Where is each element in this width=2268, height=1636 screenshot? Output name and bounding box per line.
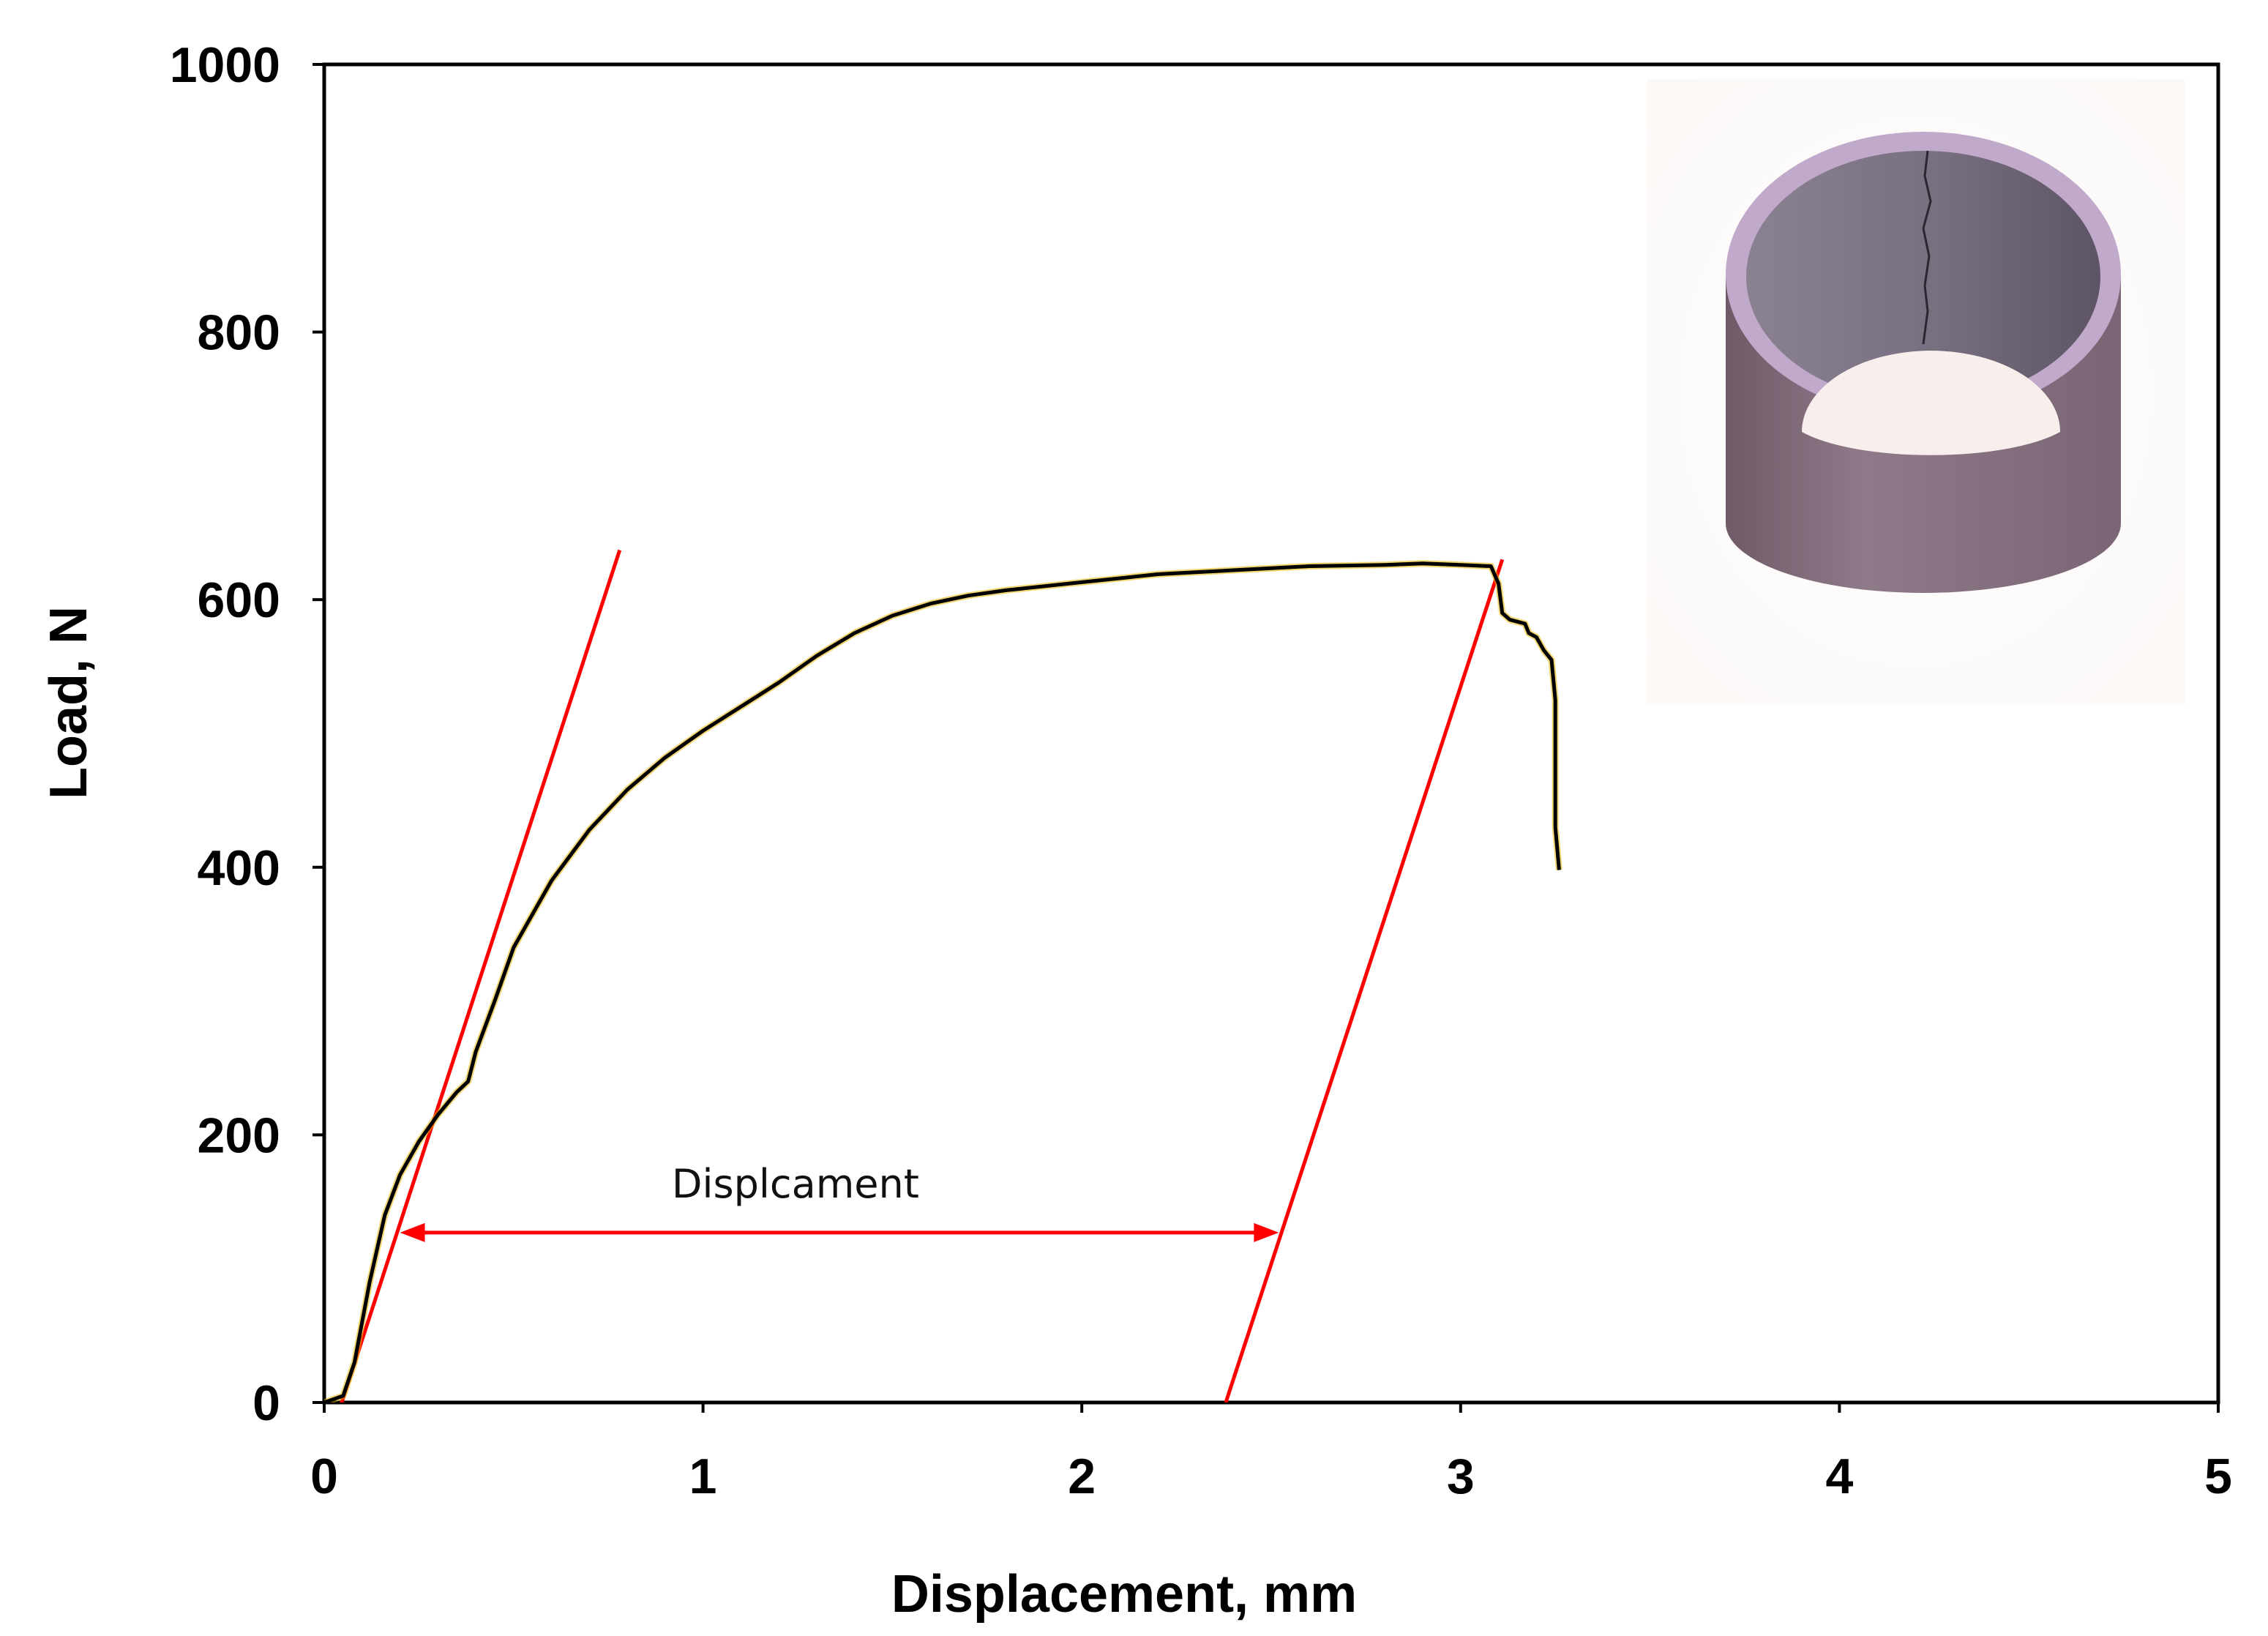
annotation-arrowhead-left <box>400 1222 425 1242</box>
load-displacement-curve <box>324 561 1561 1402</box>
reference-line-1 <box>340 549 622 1402</box>
y-tick-label: 0 <box>252 1375 280 1431</box>
x-tick-label: 0 <box>310 1449 338 1504</box>
y-axis-ticks <box>312 63 324 1404</box>
crack-line <box>1922 150 1932 345</box>
reference-lines <box>340 549 1505 1402</box>
x-axis-title: Displacement, mm <box>891 1565 1357 1624</box>
series-accent-line <box>324 560 1562 1402</box>
x-axis-ticks <box>323 1402 2220 1413</box>
y-tick-label: 200 <box>198 1108 280 1163</box>
plot-area-frame <box>322 62 2220 1405</box>
x-tick-label: 1 <box>689 1449 717 1504</box>
x-tick-label: 2 <box>1068 1449 1096 1504</box>
y-tick-label: 400 <box>198 840 280 896</box>
tube-inner-wall <box>1746 151 2100 403</box>
y-axis-title: Load, N <box>40 606 98 799</box>
annotation-label: Displcament <box>672 1161 919 1207</box>
y-tick-label: 1000 <box>170 37 280 93</box>
displacement-annotation: Displcament <box>400 1161 1279 1242</box>
tube-bottom-opening <box>1802 351 2060 455</box>
reference-line-2 <box>1224 559 1505 1402</box>
x-axis: 0 1 2 3 4 5 Displacement, mm <box>310 1449 2232 1624</box>
x-tick-label: 5 <box>2204 1449 2232 1504</box>
y-tick-label: 600 <box>198 572 280 628</box>
y-tick-label: 800 <box>198 305 280 361</box>
annotation-arrowhead-right <box>1254 1222 1279 1242</box>
x-tick-label: 4 <box>1825 1449 1853 1504</box>
x-tick-label: 3 <box>1447 1449 1475 1504</box>
y-axis: 0 200 400 600 800 1000 Load, N <box>40 37 280 1431</box>
inset-tube-photo <box>1647 79 2185 705</box>
